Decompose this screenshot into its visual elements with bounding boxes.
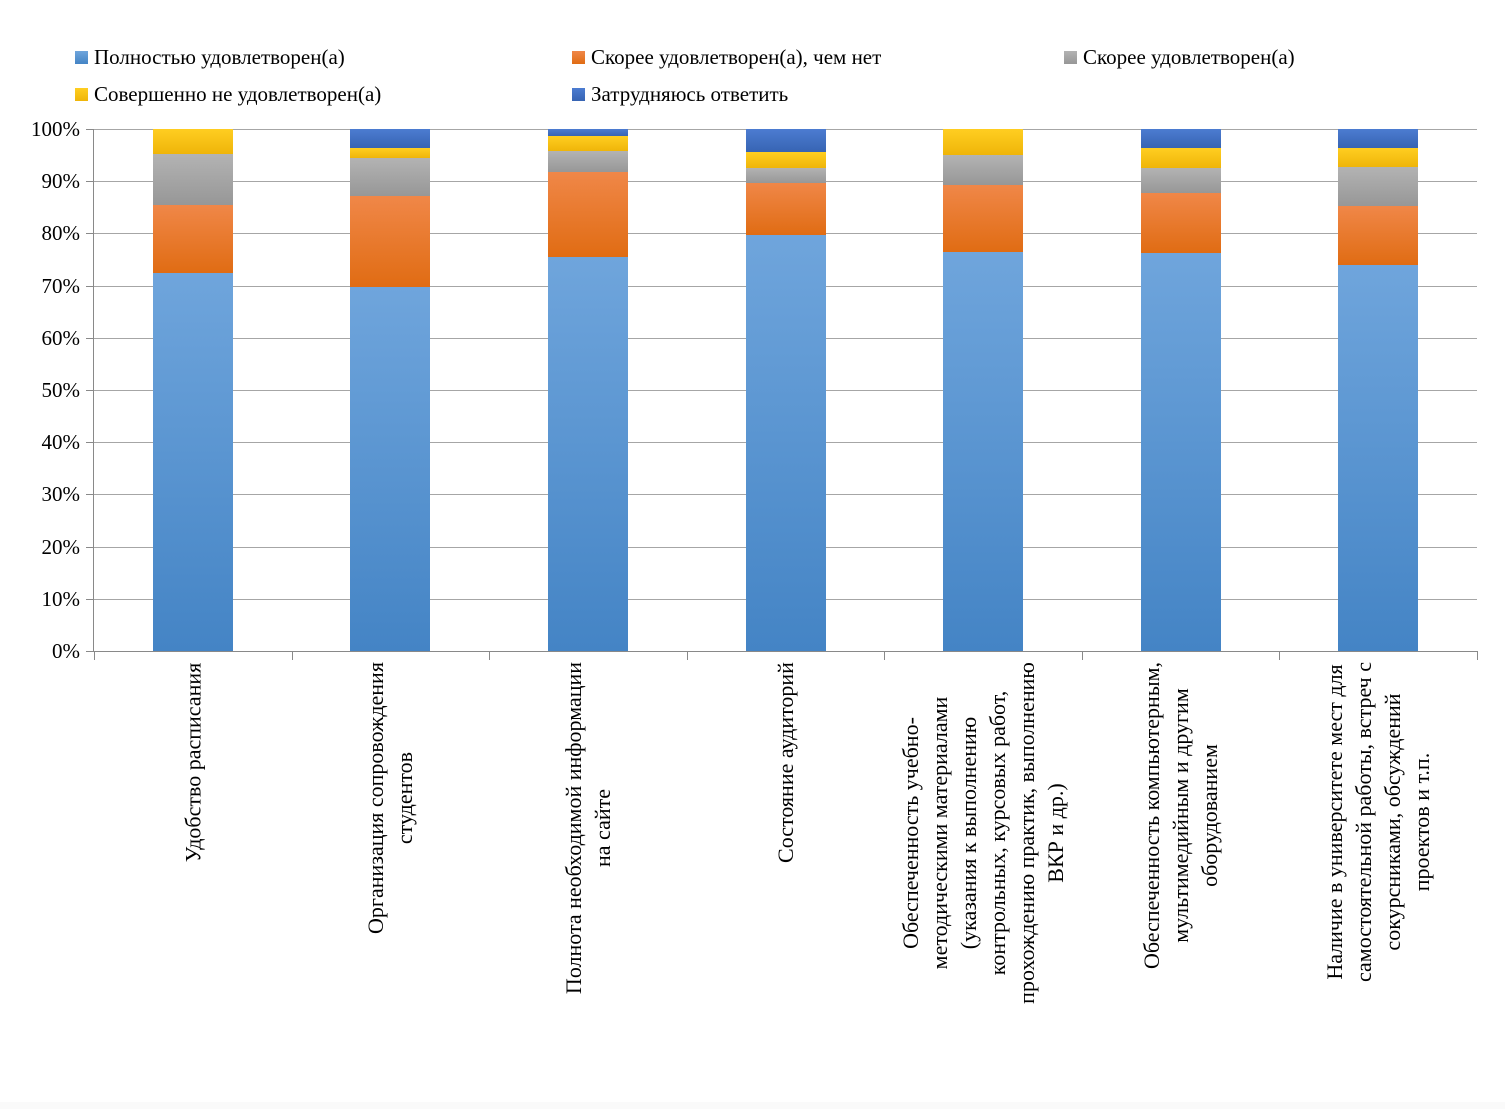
y-axis-tick bbox=[86, 598, 94, 600]
bar-segment bbox=[152, 205, 233, 274]
x-axis-tick bbox=[489, 651, 491, 660]
bar-segment bbox=[152, 273, 233, 651]
x-axis-tick bbox=[291, 651, 293, 660]
legend-color-swatch bbox=[1064, 50, 1077, 64]
bar-segment bbox=[745, 129, 826, 152]
legend-item: Скорее удовлетворен(а), чем нет bbox=[572, 44, 881, 70]
x-axis-category-label: Организация сопровождения студентов bbox=[363, 662, 418, 934]
y-axis-tick bbox=[86, 285, 94, 287]
bar-segment bbox=[350, 287, 431, 651]
y-axis-tick-label: 60% bbox=[41, 325, 81, 350]
bar-segment bbox=[1338, 167, 1419, 206]
legend-color-swatch bbox=[75, 50, 88, 64]
bar-segment bbox=[547, 135, 628, 151]
x-axis-tick bbox=[1081, 651, 1083, 660]
x-axis-tick bbox=[1477, 651, 1478, 660]
chart-bottom-edge bbox=[0, 1102, 1505, 1109]
bar-segment bbox=[350, 158, 431, 196]
legend-label: Полностью удовлетворен(а) bbox=[94, 45, 345, 69]
y-axis-tick-label: 80% bbox=[41, 221, 81, 246]
y-axis-tick-label: 90% bbox=[41, 169, 81, 194]
bar-segment bbox=[1140, 148, 1221, 168]
bar-segment bbox=[1338, 264, 1419, 651]
y-axis-tick bbox=[86, 651, 94, 652]
legend-label: Скорее удовлетворен(а), чем нет bbox=[591, 45, 882, 69]
legend-label: Скорее удовлетворен(а) bbox=[1083, 45, 1295, 69]
bar-segment bbox=[745, 168, 826, 184]
bar-segment bbox=[547, 256, 628, 651]
y-axis-tick bbox=[86, 546, 94, 548]
bar-segment bbox=[350, 129, 431, 148]
x-axis-line bbox=[93, 651, 1477, 652]
bar-segment bbox=[745, 235, 826, 651]
legend-item: Затрудняюсь ответить bbox=[572, 81, 788, 107]
y-axis-tick bbox=[86, 494, 94, 496]
y-axis-tick-label: 0% bbox=[52, 639, 80, 663]
y-axis-tick bbox=[86, 129, 94, 130]
x-axis-category-label: Обеспеченность учебно- методическими мат… bbox=[897, 662, 1068, 1004]
bar-segment bbox=[350, 195, 431, 288]
y-axis-tick-label: 20% bbox=[41, 534, 81, 559]
bar-segment bbox=[547, 171, 628, 257]
bar-segment bbox=[547, 150, 628, 172]
bar-segment bbox=[943, 155, 1024, 185]
y-axis-tick-label: 40% bbox=[41, 430, 81, 455]
y-axis-tick-label: 30% bbox=[41, 482, 81, 507]
legend-item: Скорее удовлетворен(а) bbox=[1064, 44, 1295, 70]
x-axis-category-label: Обеспеченность компьютерным, мультимедий… bbox=[1139, 661, 1223, 970]
bar-segment bbox=[350, 147, 431, 159]
x-axis-category-label: Состояние аудиторий bbox=[772, 662, 798, 863]
y-axis-tick bbox=[86, 233, 94, 235]
bar-segment bbox=[1140, 167, 1221, 193]
x-axis-category-label: Наличие в университете мест для самостоя… bbox=[1322, 661, 1435, 983]
y-axis-tick-label: 100% bbox=[31, 117, 80, 141]
legend-color-swatch bbox=[572, 50, 585, 64]
bar-segment bbox=[1140, 252, 1221, 651]
bar-segment bbox=[1338, 148, 1419, 168]
x-axis-category-label: Полнота необходимой информации на сайте bbox=[560, 661, 615, 995]
bar-segment bbox=[745, 151, 826, 169]
legend-item: Полностью удовлетворен(а) bbox=[75, 44, 345, 70]
y-axis-tick bbox=[86, 390, 94, 391]
bar-segment bbox=[943, 252, 1024, 651]
bar-segment bbox=[547, 129, 628, 136]
bar-segment bbox=[152, 154, 233, 206]
x-axis-tick bbox=[884, 651, 886, 660]
x-axis-category-label: Удобство расписания bbox=[180, 662, 206, 862]
bar-segment bbox=[1140, 129, 1221, 149]
legend-label: Совершенно не удовлетворен(а) bbox=[94, 82, 382, 106]
y-axis-line bbox=[93, 129, 94, 652]
bar-segment bbox=[745, 183, 826, 236]
y-axis-tick bbox=[86, 181, 94, 183]
x-axis-tick bbox=[1279, 651, 1281, 660]
y-axis-tick bbox=[86, 442, 94, 444]
legend-color-swatch bbox=[75, 87, 88, 101]
bar-segment bbox=[943, 184, 1024, 253]
bar-segment bbox=[1140, 192, 1221, 253]
y-axis-tick-label: 10% bbox=[41, 586, 81, 611]
bar-segment bbox=[943, 129, 1024, 156]
y-axis-tick-label: 70% bbox=[41, 273, 81, 298]
y-axis-tick bbox=[86, 337, 94, 339]
y-axis-tick-label: 50% bbox=[41, 378, 81, 402]
bar-segment bbox=[152, 129, 233, 155]
legend-label: Затрудняюсь ответить bbox=[591, 82, 789, 106]
x-axis-tick bbox=[94, 651, 95, 660]
bar-segment bbox=[1338, 205, 1419, 265]
legend-color-swatch bbox=[572, 87, 585, 101]
legend-item: Совершенно не удовлетворен(а) bbox=[75, 81, 381, 107]
bar-segment bbox=[1338, 129, 1419, 149]
x-axis-tick bbox=[686, 651, 688, 660]
